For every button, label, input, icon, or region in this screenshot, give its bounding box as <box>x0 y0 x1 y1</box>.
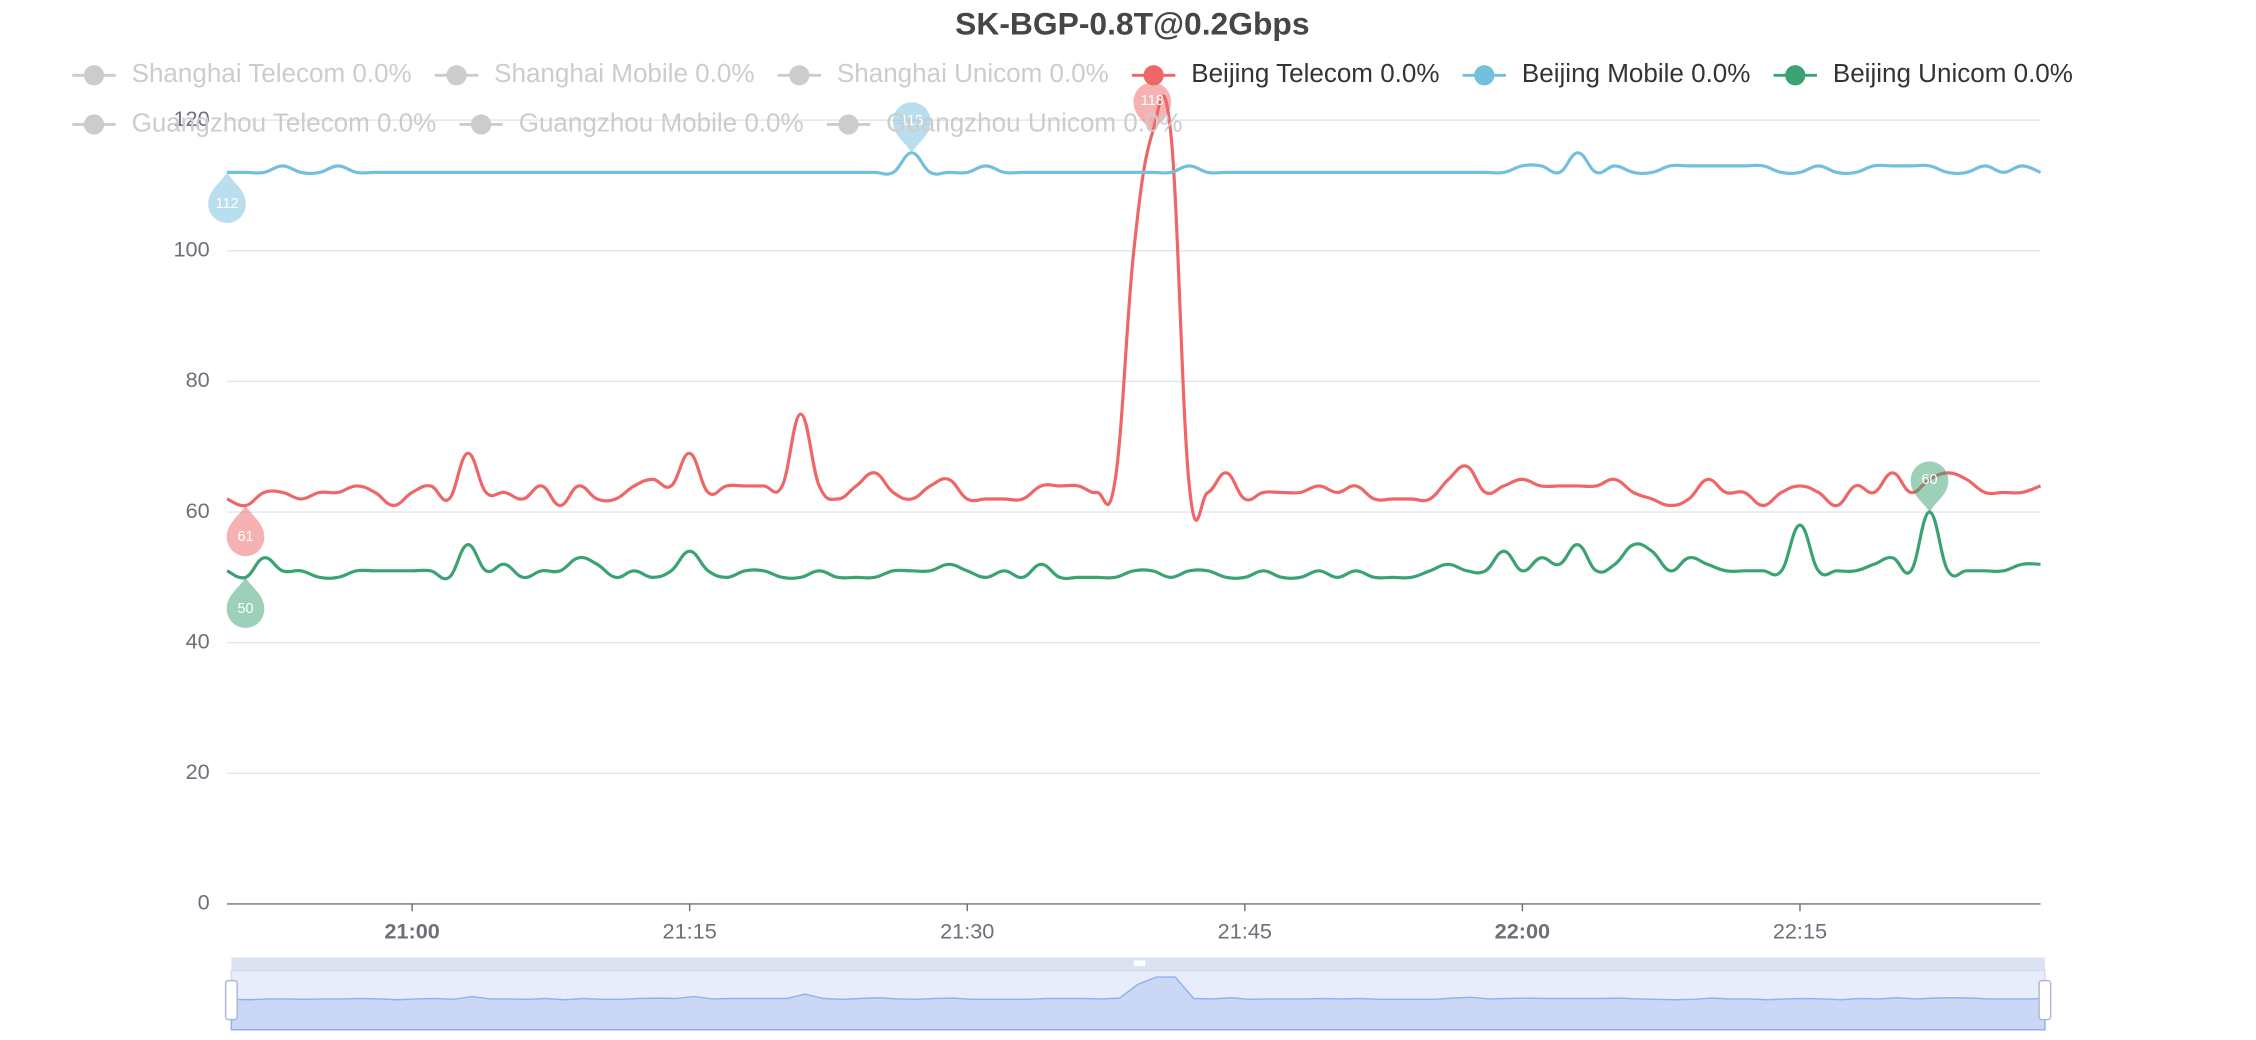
legend-icon <box>789 65 810 86</box>
legend-item[interactable]: Beijing Mobile 0.0% <box>1462 58 1751 88</box>
x-tick-label: 21:45 <box>1218 919 1272 944</box>
legend-item[interactable]: Shanghai Telecom 0.0% <box>72 58 412 88</box>
pin <box>892 102 931 153</box>
zoom-preview <box>230 976 2046 1031</box>
mark-point: 112 <box>208 172 246 224</box>
y-tick-label: 0 <box>198 890 210 915</box>
legend-icon <box>1474 65 1495 86</box>
y-tick-label: 60 <box>186 498 210 523</box>
legend-label[interactable]: Guangzhou Unicom 0.0% <box>886 107 1182 137</box>
x-tick-label: 21:30 <box>940 919 994 944</box>
legend-item[interactable]: Guangzhou Unicom 0.0% <box>826 107 1183 137</box>
pin <box>226 577 265 628</box>
y-tick-label: 20 <box>186 759 210 784</box>
legend-icon <box>83 65 105 86</box>
legend-item[interactable]: Beijing Telecom 0.0% <box>1131 58 1440 88</box>
pin <box>208 172 246 224</box>
mark-point: 115 <box>892 102 931 153</box>
legend-icon <box>838 114 859 135</box>
pin <box>226 505 265 557</box>
pin <box>1133 82 1172 134</box>
legend-label[interactable]: Shanghai Unicom 0.0% <box>837 58 1109 88</box>
chart-title: SK-BGP-0.8T@0.2Gbps <box>955 6 1309 42</box>
legend-label[interactable]: Beijing Unicom 0.0% <box>1833 58 2073 88</box>
grid: 0 20 40 60 80 100 120 21:00 21:15 21:30 21:45 22:00… <box>174 106 2041 944</box>
pin-label: 61 <box>238 529 254 545</box>
legend-label[interactable]: Guangzhou Telecom 0.0% <box>132 107 437 137</box>
zoom-handle[interactable] <box>2038 979 2052 1021</box>
legend-item[interactable]: Guangzhou Telecom 0.0% <box>72 107 436 137</box>
y-tick-label: 80 <box>186 367 210 392</box>
mark-points: 118 61 115 112 60 50 <box>208 82 1949 628</box>
pin-label: 60 <box>1921 472 1937 488</box>
legend-label[interactable]: Guangzhou Mobile 0.0% <box>519 107 804 137</box>
y-tick-label: 120 <box>174 106 210 131</box>
legend-icon <box>470 114 492 135</box>
pin-label: 115 <box>900 113 923 129</box>
data-zoom[interactable] <box>224 957 2052 1031</box>
legend-icon <box>83 114 105 135</box>
legend-label[interactable]: Beijing Mobile 0.0% <box>1522 58 1750 88</box>
mark-point: 118 <box>1133 82 1172 134</box>
y-tick-label: 100 <box>174 237 210 262</box>
legend-label[interactable]: Shanghai Telecom 0.0% <box>132 58 412 88</box>
line <box>226 510 2041 581</box>
legend[interactable]: Shanghai Telecom 0.0% Shanghai Mobile 0.0… <box>72 58 2073 137</box>
legend-item[interactable]: Beijing Unicom 0.0% <box>1773 58 2073 88</box>
legend-icon <box>1143 65 1164 86</box>
pin-label: 118 <box>1141 93 1164 109</box>
x-tick-label: 22:00 <box>1495 919 1550 944</box>
legend-item[interactable]: Shanghai Mobile 0.0% <box>434 58 755 88</box>
legend-label[interactable]: Beijing Telecom 0.0% <box>1191 58 1439 88</box>
pin-label: 50 <box>238 601 254 617</box>
legend-icon <box>1785 65 1806 86</box>
line <box>226 94 2042 522</box>
mark-point: 60 <box>1910 461 1949 513</box>
pin-label: 112 <box>216 196 239 212</box>
plot <box>226 94 2042 581</box>
x-tick-label: 21:15 <box>663 919 717 944</box>
legend-label[interactable]: Shanghai Mobile 0.0% <box>494 58 754 88</box>
mark-point: 61 <box>226 505 265 557</box>
legend-item[interactable]: Shanghai Unicom 0.0% <box>777 58 1109 88</box>
y-tick-label: 40 <box>186 628 210 653</box>
mark-point: 50 <box>226 577 265 628</box>
legend-icon <box>446 65 467 86</box>
legend-item[interactable]: Guangzhou Mobile 0.0% <box>459 107 804 137</box>
zoom-grip[interactable] <box>1133 960 1146 967</box>
x-tick-label: 22:15 <box>1773 919 1827 944</box>
pin <box>1910 461 1949 513</box>
x-tick-label: 21:00 <box>384 919 439 944</box>
line <box>227 151 2042 176</box>
zoom-handle[interactable] <box>224 979 238 1021</box>
